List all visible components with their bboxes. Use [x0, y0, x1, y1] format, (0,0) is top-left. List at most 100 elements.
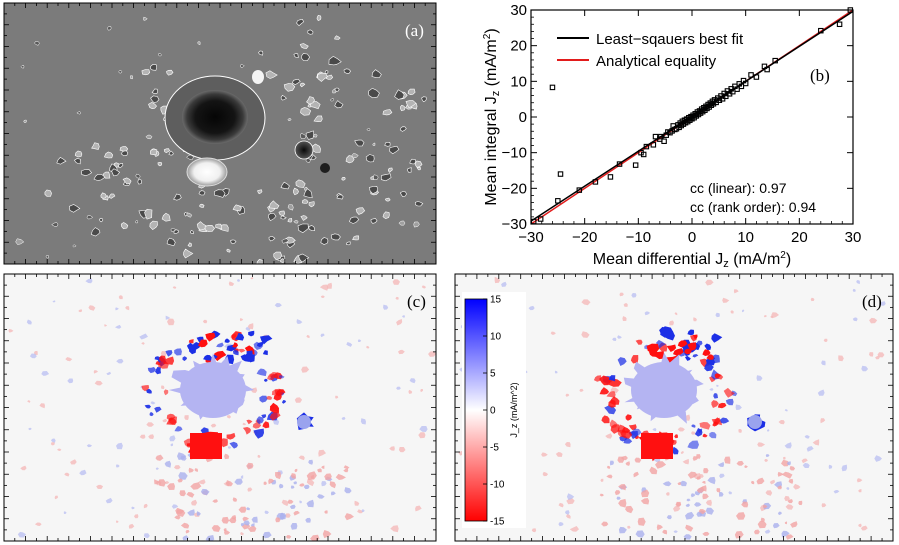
plage-element: [328, 56, 342, 66]
weak-current-patch: [320, 295, 325, 298]
weak-current-patch: [542, 471, 549, 477]
weak-current-patch: [634, 457, 642, 463]
weak-current-patch: [581, 331, 590, 338]
weak-current-patch: [165, 315, 170, 320]
weak-current-patch: [555, 452, 563, 457]
plage-element: [74, 150, 83, 158]
weak-current-patch: [398, 447, 406, 453]
weak-current-patch: [875, 355, 880, 360]
weak-current-patch: [389, 446, 395, 451]
strong-current-patch: [247, 354, 255, 363]
plage-element: [421, 96, 427, 103]
network-element: [51, 222, 59, 227]
weak-current-patch: [784, 521, 788, 525]
weak-current-patch: [275, 471, 282, 480]
weak-current-patch: [677, 427, 685, 432]
strong-current-patch: [599, 375, 611, 386]
strong-current-patch: [256, 416, 264, 425]
strong-current-patch: [725, 398, 734, 406]
plage-element: [382, 211, 390, 220]
strong-current-patch: [246, 419, 253, 425]
weak-current-patch: [343, 465, 350, 469]
weak-current-patch: [765, 454, 770, 457]
strong-current-patch: [711, 333, 723, 343]
strong-current-patch: [230, 334, 237, 339]
weak-current-patch: [104, 324, 108, 327]
weak-current-patch: [125, 306, 130, 311]
weak-current-patch: [820, 418, 826, 424]
weak-current-patch: [212, 499, 218, 503]
plage-element: [183, 248, 194, 259]
plage-element: [405, 100, 417, 109]
plage-element: [166, 237, 176, 247]
weak-current-patch: [649, 466, 658, 475]
network-element: [145, 134, 153, 140]
strong-current-patch: [261, 414, 267, 419]
data-point: [549, 84, 556, 91]
plage-element: [292, 78, 301, 85]
plage-element: [414, 201, 424, 207]
network-element: [305, 158, 311, 163]
sunspot-umbra: [182, 90, 248, 144]
strong-current-patch: [259, 395, 268, 403]
data-point: [643, 143, 650, 150]
strong-current-patch: [253, 428, 264, 439]
network-element: [170, 228, 176, 232]
weak-current-patch: [680, 450, 684, 454]
strong-current-patch: [702, 349, 711, 356]
strong-current-patch: [704, 343, 712, 350]
strong-current-patch: [188, 339, 194, 344]
weak-current-patch: [322, 530, 332, 539]
y-axis-title-sup: 2: [482, 33, 493, 39]
plage-element: [371, 69, 382, 78]
weak-current-patch: [8, 328, 14, 333]
weak-current-patch: [676, 501, 682, 507]
weak-current-patch: [692, 456, 698, 461]
weak-current-patch: [821, 503, 827, 508]
weak-current-patch: [239, 318, 244, 322]
weak-current-patch: [155, 454, 164, 461]
annotation-cc-rank: cc (rank order): 0.94: [690, 199, 816, 215]
network-element: [287, 204, 294, 211]
strong-current-patch: [666, 344, 677, 352]
plage-element: [330, 233, 341, 241]
weak-current-patch: [139, 434, 146, 439]
y-axis-title-units: (mA/m: [483, 39, 500, 91]
weak-current-patch: [716, 488, 721, 493]
weak-current-patch: [735, 404, 742, 410]
weak-current-patch: [184, 415, 189, 420]
weak-current-patch: [702, 531, 710, 536]
weak-current-patch: [275, 517, 281, 523]
strong-current-patch: [660, 326, 674, 338]
weak-current-patch: [17, 531, 26, 538]
weak-current-patch: [294, 468, 298, 473]
strong-current-patch: [692, 334, 698, 340]
plage-element: [187, 242, 192, 247]
weak-current-patch: [665, 492, 670, 496]
weak-current-patch: [784, 495, 790, 502]
weak-current-patch: [242, 422, 247, 426]
strong-current-patch: [234, 332, 245, 341]
network-element: [143, 16, 148, 21]
weak-current-patch: [644, 311, 651, 316]
weak-current-patch: [286, 535, 292, 539]
weak-current-patch: [118, 295, 123, 300]
weak-current-patch: [52, 300, 56, 303]
strong-current-patch: [165, 350, 173, 357]
weak-current-patch: [88, 305, 96, 311]
weak-current-patch: [810, 297, 815, 302]
panel-a-label: (a): [405, 21, 424, 40]
weak-current-patch: [662, 529, 668, 535]
weak-current-patch: [194, 468, 198, 472]
plage-element: [349, 216, 360, 224]
weak-current-patch: [167, 318, 175, 326]
strong-current-patch: [246, 350, 253, 356]
weak-current-patch: [696, 476, 701, 480]
strong-current-patch: [155, 367, 161, 375]
weak-current-patch: [293, 481, 297, 485]
weak-current-patch: [764, 459, 768, 462]
strong-current-patch: [715, 373, 724, 380]
strong-current-patch: [226, 432, 236, 440]
strong-current-patch: [229, 441, 238, 449]
weak-current-patch: [106, 371, 111, 376]
